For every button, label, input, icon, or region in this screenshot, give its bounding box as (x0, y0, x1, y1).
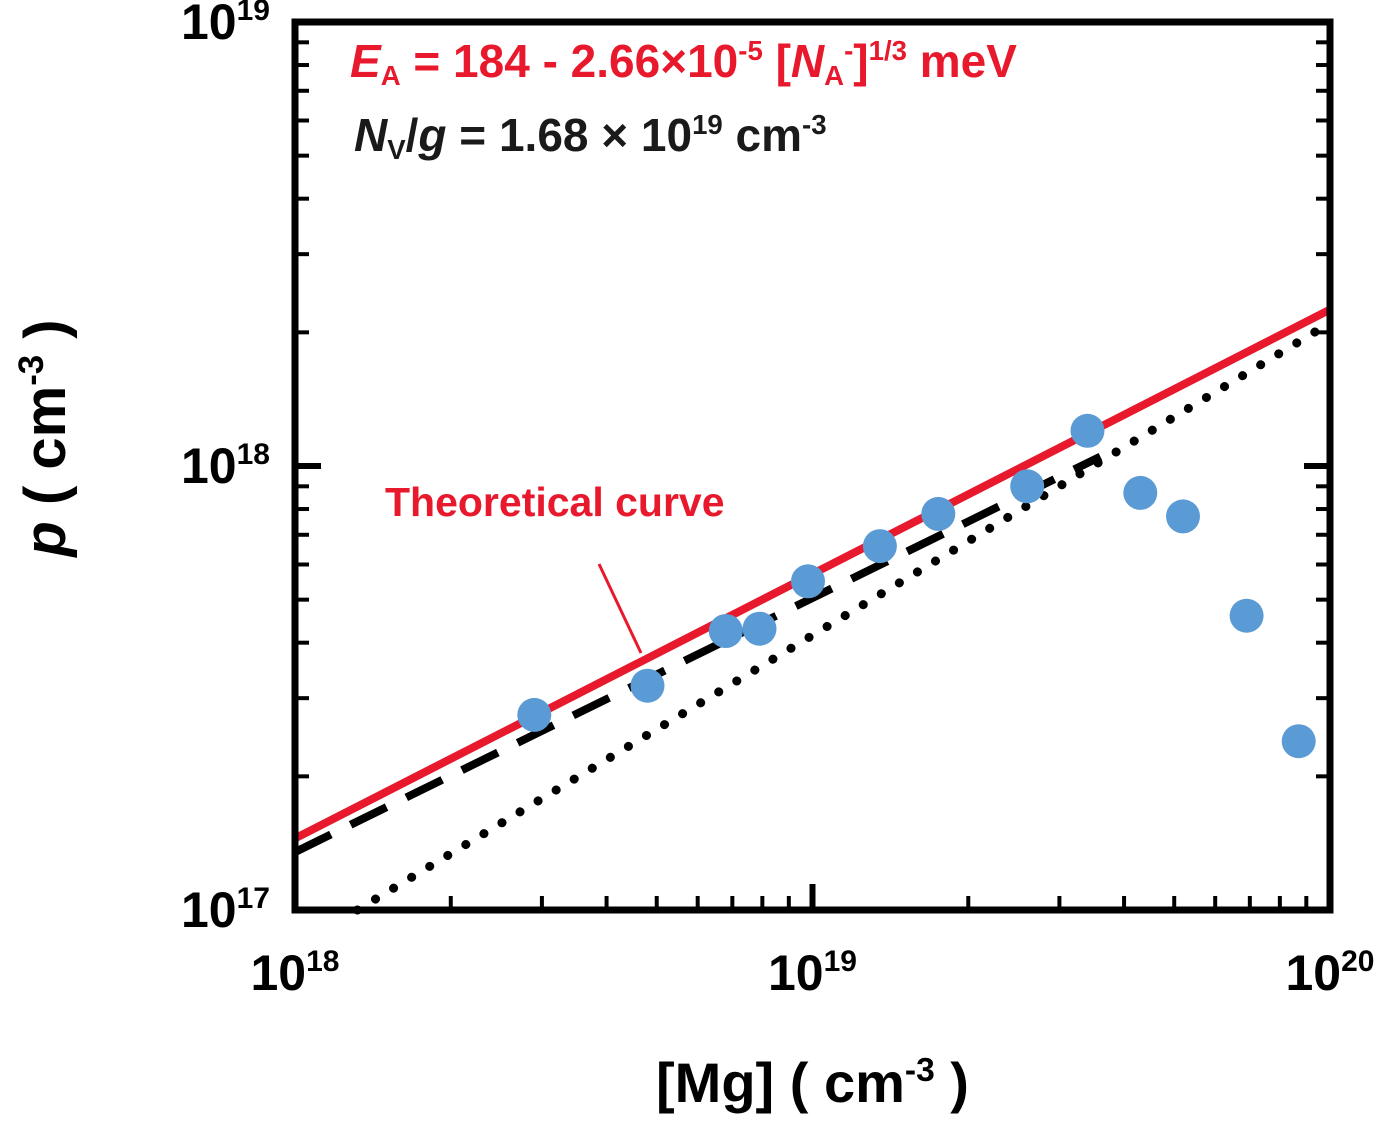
x-axis-title: [Mg] ( cm-3 ) (656, 1051, 969, 1114)
x-tick-label: 1018 (250, 945, 340, 1001)
experimental-data-marker (742, 611, 777, 646)
curve-label-leader-line (597, 563, 643, 654)
x-tick-label: 1019 (768, 945, 857, 1001)
x-tick-label: 1020 (1285, 945, 1375, 1001)
y-tick-label: 1019 (181, 0, 270, 50)
experimental-data-marker (1166, 499, 1200, 534)
experimental-data-marker (517, 697, 552, 732)
experimental-data-marker (1010, 469, 1045, 504)
experimental-data-marker (1229, 598, 1264, 633)
y-tick-label: 1017 (181, 882, 270, 938)
y-tick-label: 1018 (181, 438, 270, 494)
experimental-data-marker (791, 564, 825, 599)
dotted-model-line (352, 318, 1335, 915)
plot-border (291, 18, 1334, 914)
activation-energy-equation: EA = 184 - 2.66×10-5 [NA-]1/3 meV (350, 34, 1017, 91)
experimental-data-marker (1123, 475, 1158, 510)
experimental-data-marker (1070, 413, 1105, 448)
experimental-data-marker (862, 529, 897, 564)
y-axis-title: p ( cm-3 ) (12, 319, 79, 557)
experimental-data-marker (1281, 724, 1316, 759)
theoretical-curve-label: Theoretical curve (385, 479, 725, 525)
experimental-data-marker (921, 496, 956, 531)
experimental-data-marker (630, 668, 665, 703)
experimental-data-marker (708, 614, 743, 648)
dashed-model-line (293, 453, 1103, 856)
valence-dos-equation: NV/g = 1.68 × 1019 cm-3 (354, 108, 827, 165)
